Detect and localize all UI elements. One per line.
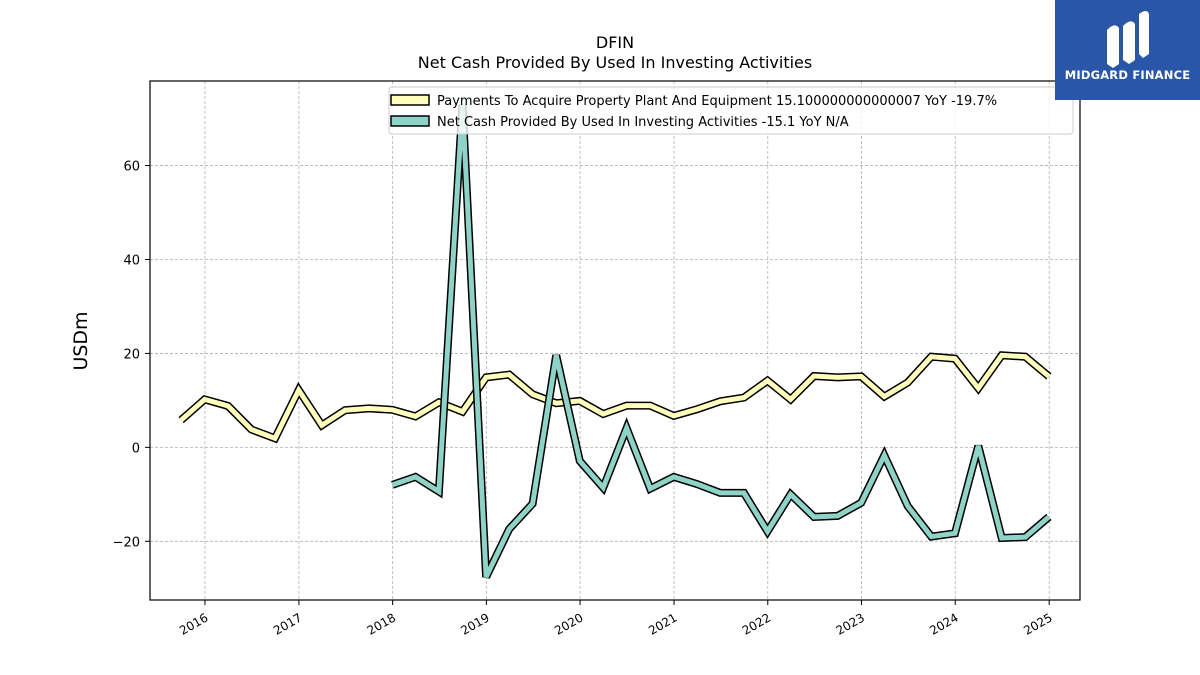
- series-2: [391, 104, 1052, 579]
- legend-box: [388, 86, 1074, 135]
- x-tick-label: 2023: [834, 610, 867, 637]
- x-tick-label: 2021: [646, 610, 679, 637]
- y-tick-label: −20: [113, 535, 140, 550]
- legend-label: Net Cash Provided By Used In Investing A…: [437, 115, 849, 130]
- x-tick-label: 2018: [365, 610, 398, 637]
- y-axis-label: USDm: [70, 311, 92, 370]
- chart-title: DFIN: [596, 33, 634, 52]
- y-tick-label: 60: [123, 160, 140, 175]
- x-tick-label: 2019: [458, 610, 491, 637]
- series-line: [391, 104, 1051, 579]
- x-tick-label: 2020: [552, 610, 585, 637]
- x-tick-label: 2024: [927, 610, 960, 637]
- series-line-outline: [391, 104, 1052, 579]
- logo-text: MIDGARD FINANCE: [1064, 68, 1191, 82]
- x-tick-label: 2017: [271, 610, 304, 637]
- grid: [150, 81, 1080, 600]
- y-tick-label: 20: [123, 347, 140, 362]
- y-tick-label: 40: [123, 253, 140, 268]
- plot-frame: [149, 80, 1081, 601]
- x-axis: 2016 2017 2018 2019 2020 2021 2022 2023 2024 2025: [177, 600, 1055, 638]
- legend: Payments To Acquire Property Plant And E…: [388, 86, 1074, 135]
- series-layer: [178, 104, 1052, 579]
- x-tick-label: 2022: [740, 610, 773, 637]
- legend-swatch: [390, 115, 430, 127]
- series-1: [178, 351, 1052, 444]
- chart-subtitle: Net Cash Provided By Used In Investing A…: [418, 53, 812, 72]
- legend-label: Payments To Acquire Property Plant And E…: [437, 94, 997, 109]
- y-axis: −20 0 20 40 60: [113, 160, 150, 550]
- legend-swatch: [390, 94, 430, 106]
- y-tick-label: 0: [132, 441, 140, 456]
- brand-logo: MIDGARD FINANCE: [1055, 0, 1200, 100]
- logo-mark-icon: [1107, 11, 1149, 68]
- x-tick-label: 2016: [177, 610, 210, 637]
- x-tick-label: 2025: [1021, 610, 1054, 637]
- series-line: [179, 352, 1051, 442]
